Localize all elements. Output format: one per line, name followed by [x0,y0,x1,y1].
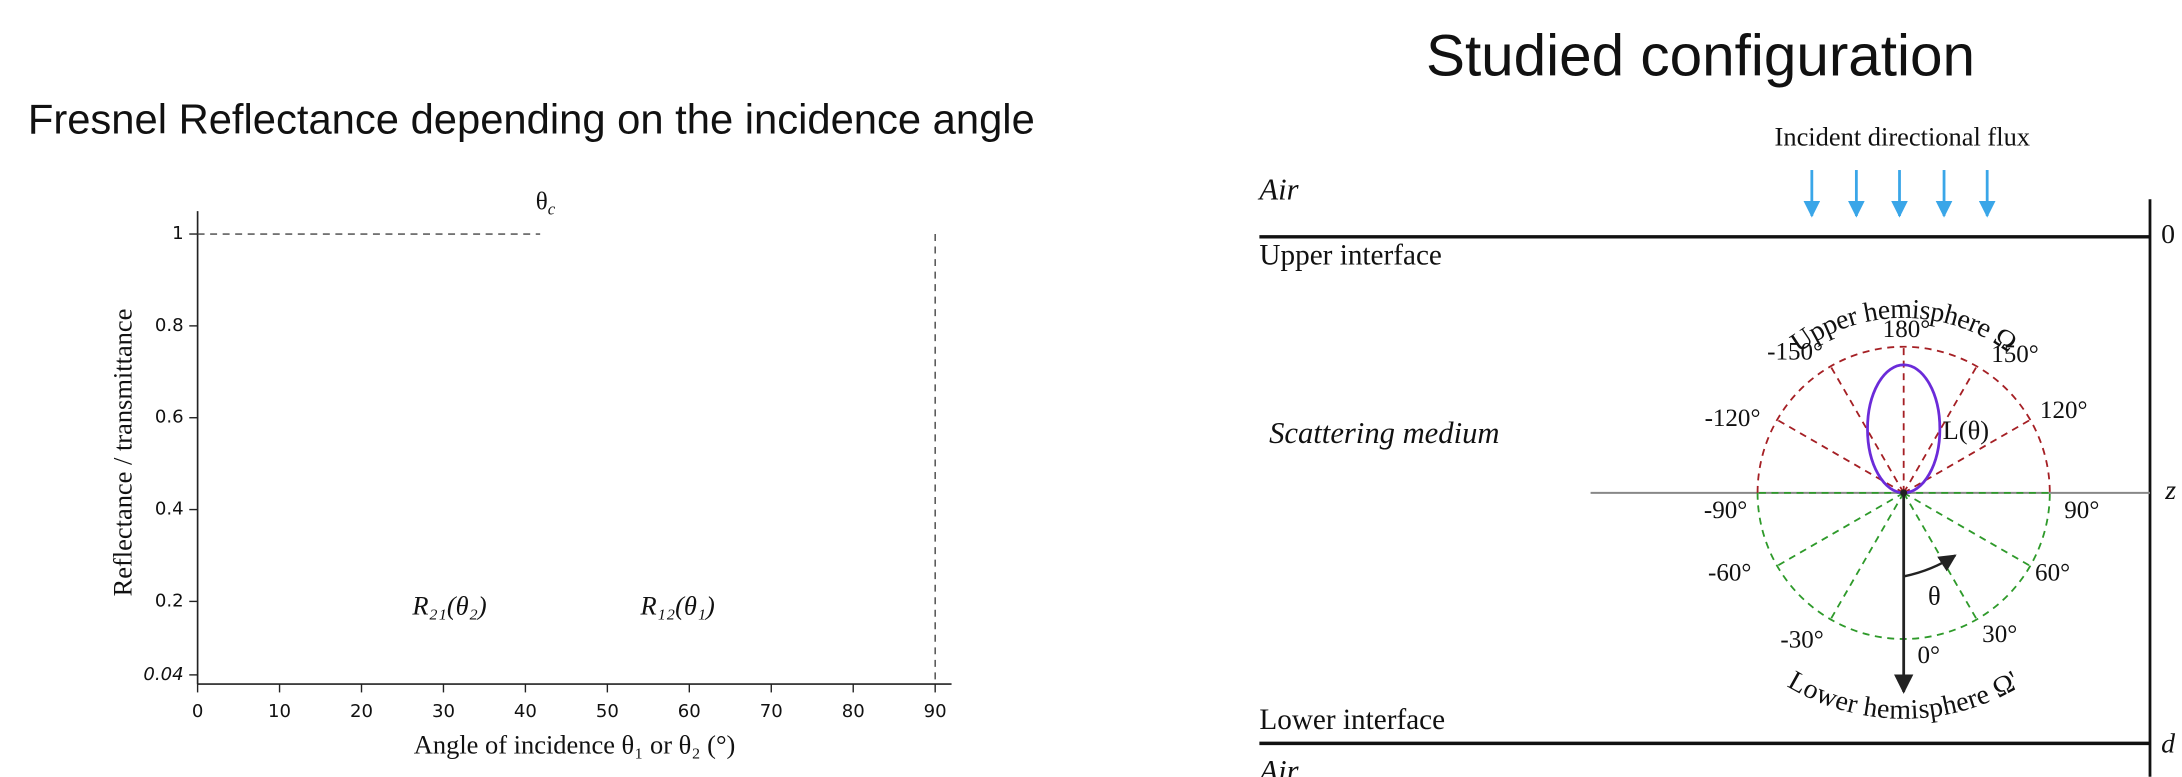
x-tick-label: 0 [192,701,204,722]
x-tick-label: 20 [350,701,373,722]
annotation: θc [536,188,556,218]
interface-label: Upper interface [1259,239,1442,271]
diagram-title: Studied configuration [1426,24,1975,89]
interface-label: Lower interface [1259,704,1445,736]
y-tick-label: 0.04 [143,664,183,685]
angle-label: -30° [1780,627,1823,654]
axis-label: d [2161,729,2175,760]
x-tick-label: 40 [514,701,537,722]
angle-label: 60° [2035,560,2070,587]
angle-label: -150° [1767,338,1823,365]
annotation-text: θ [536,188,548,215]
diagram: Incident directional flux Air Upper interf… [1257,121,2176,777]
x-tick-label: 10 [268,701,291,722]
y-tick-label: 0.6 [155,407,184,428]
angle-label: 120° [2040,397,2088,424]
angle-label: -120° [1705,405,1761,432]
angle-ray [1903,492,2031,567]
x-tick-label: 30 [432,701,455,722]
origin-dot [1900,489,1908,497]
phase-label: L(θ) [1943,415,1989,445]
axis-label: 0 [2161,219,2175,250]
annotation-sub: c [548,199,556,218]
y-tick-label: 0.2 [155,590,184,611]
angle-ray [1776,492,1905,567]
chart-title: Fresnel Reflectance depending on the inc… [28,96,1035,143]
x-tick-label: 90 [924,701,947,722]
y-axis-label: Reflectance / transmittance [107,309,137,597]
x-tick-label: 50 [596,701,619,722]
y-tick-label: 0.8 [155,315,184,336]
layer-label: Air [1257,754,1298,777]
x-axis-label: Angle of incidence θ₁ or θ₂ (°) [414,730,736,760]
series-label: R₁₂(θ₁) [640,590,715,620]
x-tick-label: 80 [842,701,865,722]
angle-label: 90° [2064,497,2099,524]
x-tick-label: 60 [678,701,701,722]
axis-label: z [2164,475,2176,506]
angle-label: 180° [1883,316,1931,343]
chart: 0 10 20 30 40 50 60 70 80 90 0.04 0.2 0.4 0.6 0.8 1 R₂₁(… [107,188,952,760]
theta-label: θ [1928,581,1941,611]
series-label: R₂₁(θ₂) [411,590,486,620]
angle-label: 0° [1917,642,1940,669]
flux-label: Incident directional flux [1775,121,2030,151]
y-tick-label: 1 [172,223,184,244]
y-tick-label: 0.4 [155,499,184,520]
angle-ray [1829,492,1905,620]
theta-arc [1903,554,1957,578]
medium-label: Scattering medium [1269,416,1499,450]
angle-label: 150° [1991,341,2039,368]
angle-label: -90° [1704,497,1747,524]
angle-label: 30° [1982,621,2017,648]
angle-label: -60° [1708,560,1751,587]
layer-label: Air [1257,172,1298,206]
x-tick-label: 70 [760,701,783,722]
upper-half-circle [1756,345,2051,493]
